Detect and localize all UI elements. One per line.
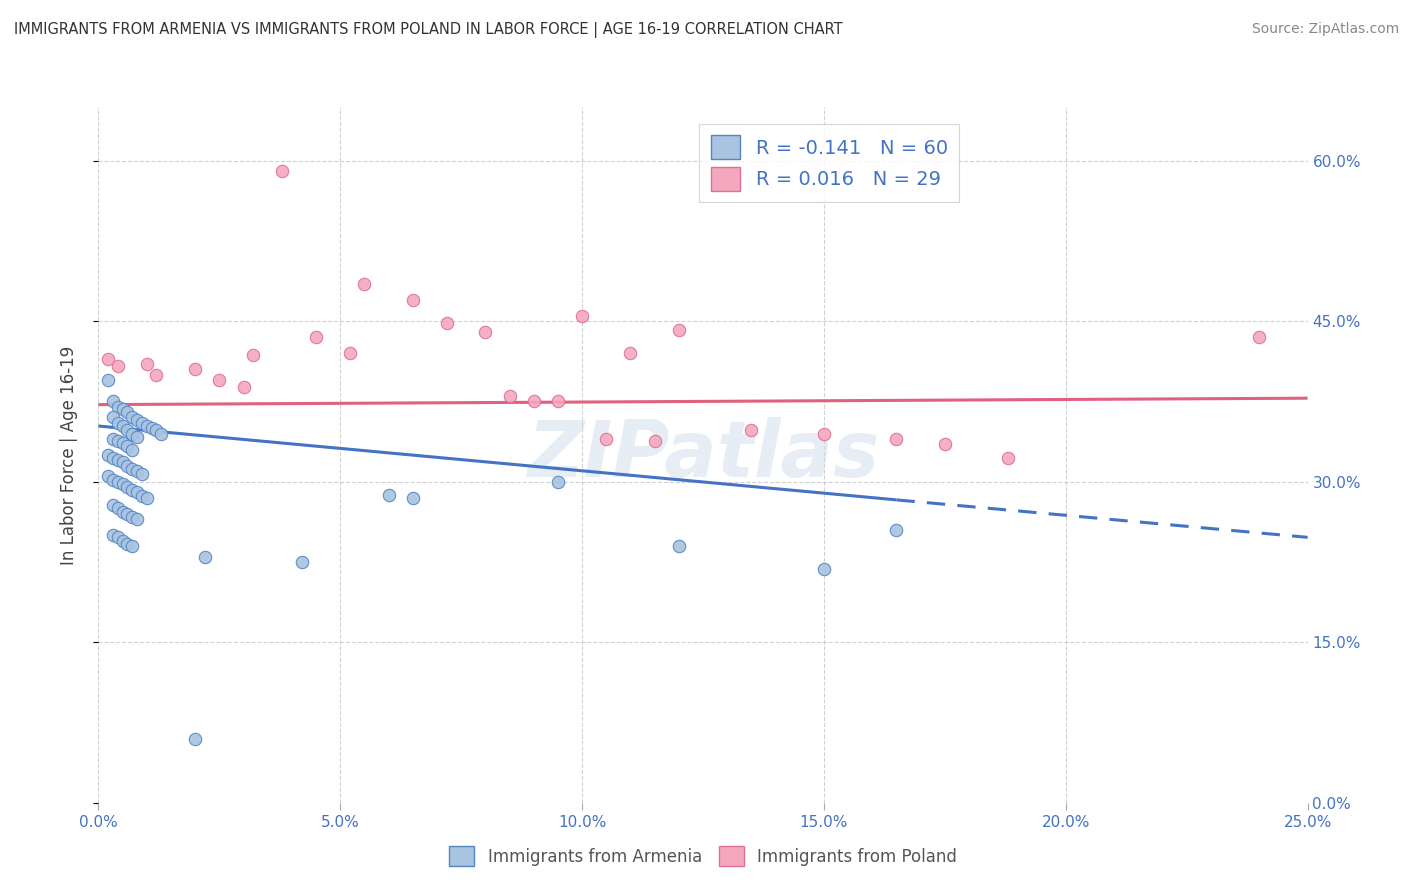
Point: [127, 464, 149, 478]
Point: [107, 453, 129, 467]
Point: [131, 489, 153, 503]
Point: [121, 483, 143, 498]
Text: ZIPatlas: ZIPatlas: [527, 417, 879, 493]
Point: [339, 346, 361, 360]
Point: [436, 316, 458, 330]
Point: [271, 164, 294, 178]
Point: [813, 426, 835, 441]
Point: [997, 451, 1019, 466]
Point: [101, 394, 124, 409]
Point: [117, 423, 139, 437]
Point: [523, 394, 546, 409]
Point: [117, 405, 139, 419]
Point: [117, 480, 139, 494]
Point: [97, 351, 120, 366]
Point: [117, 458, 139, 473]
Point: [111, 455, 134, 469]
Point: [121, 426, 143, 441]
Point: [402, 293, 425, 307]
Point: [547, 475, 569, 489]
Point: [619, 346, 641, 360]
Point: [141, 421, 163, 435]
Point: [886, 523, 908, 537]
Point: [131, 467, 153, 482]
Point: [184, 362, 207, 376]
Point: [101, 451, 124, 466]
Point: [127, 485, 149, 500]
Point: [101, 410, 124, 425]
Point: [101, 498, 124, 512]
Point: [145, 423, 167, 437]
Point: [668, 539, 690, 553]
Point: [377, 487, 399, 501]
Point: [934, 437, 956, 451]
Point: [595, 432, 617, 446]
Point: [107, 416, 129, 430]
Legend: Immigrants from Armenia, Immigrants from Poland: Immigrants from Armenia, Immigrants from…: [441, 838, 965, 875]
Point: [101, 432, 124, 446]
Point: [232, 380, 254, 394]
Point: [111, 401, 134, 416]
Point: [127, 412, 149, 426]
Text: Source: ZipAtlas.com: Source: ZipAtlas.com: [1251, 22, 1399, 37]
Point: [668, 323, 690, 337]
Point: [97, 469, 120, 483]
Point: [117, 537, 139, 551]
Y-axis label: In Labor Force | Age 16-19: In Labor Force | Age 16-19: [59, 345, 77, 565]
Point: [194, 549, 217, 564]
Point: [813, 562, 835, 576]
Point: [131, 416, 153, 430]
Point: [474, 325, 496, 339]
Point: [145, 368, 167, 382]
Point: [644, 434, 666, 448]
Point: [547, 394, 569, 409]
Point: [150, 426, 173, 441]
Point: [97, 448, 120, 462]
Point: [135, 357, 157, 371]
Point: [111, 419, 134, 434]
Point: [107, 434, 129, 448]
Point: [121, 462, 143, 476]
Point: [111, 505, 134, 519]
Point: [1249, 330, 1271, 344]
Point: [107, 530, 129, 544]
Legend: R = -0.141   N = 60, R = 0.016   N = 29: R = -0.141 N = 60, R = 0.016 N = 29: [699, 124, 959, 202]
Point: [571, 309, 593, 323]
Point: [208, 373, 231, 387]
Point: [107, 359, 129, 373]
Point: [886, 432, 908, 446]
Point: [101, 473, 124, 487]
Text: IMMIGRANTS FROM ARMENIA VS IMMIGRANTS FROM POLAND IN LABOR FORCE | AGE 16-19 COR: IMMIGRANTS FROM ARMENIA VS IMMIGRANTS FR…: [14, 22, 842, 38]
Point: [135, 419, 157, 434]
Point: [121, 442, 143, 457]
Point: [135, 491, 157, 505]
Point: [111, 533, 134, 548]
Point: [305, 330, 328, 344]
Point: [121, 410, 143, 425]
Point: [290, 555, 312, 569]
Point: [101, 528, 124, 542]
Point: [111, 436, 134, 450]
Point: [127, 512, 149, 526]
Point: [121, 539, 143, 553]
Point: [121, 510, 143, 524]
Point: [184, 731, 207, 746]
Point: [127, 430, 149, 444]
Point: [498, 389, 520, 403]
Point: [107, 475, 129, 489]
Point: [117, 439, 139, 453]
Point: [107, 400, 129, 414]
Point: [107, 501, 129, 516]
Point: [242, 348, 264, 362]
Point: [353, 277, 375, 291]
Point: [111, 476, 134, 491]
Point: [740, 423, 762, 437]
Point: [402, 491, 425, 505]
Point: [97, 373, 120, 387]
Point: [117, 507, 139, 521]
